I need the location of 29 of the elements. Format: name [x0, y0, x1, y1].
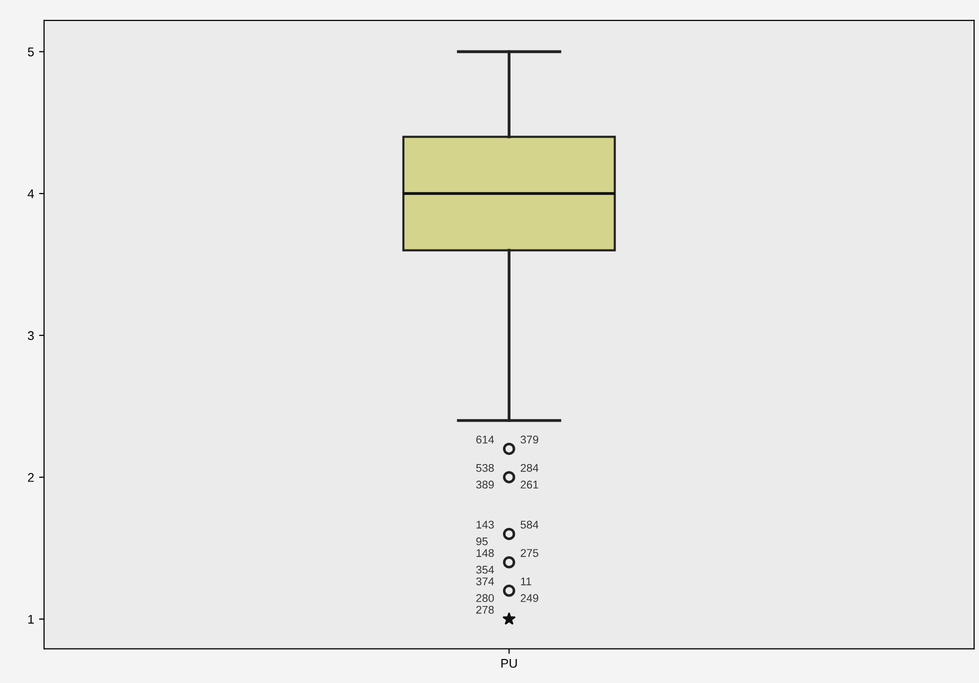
annotation: 379: [520, 436, 538, 444]
point: [502, 612, 516, 625]
y-tick-label: 2: [28, 473, 34, 482]
annotation: 389: [476, 480, 494, 489]
annotation: 275: [520, 549, 538, 557]
point: [502, 442, 516, 455]
annotation: 284: [520, 464, 538, 472]
annotation: 249: [520, 594, 538, 602]
annotation: 95: [476, 537, 488, 546]
y-tick-label: 5: [28, 48, 34, 56]
annotation: 261: [520, 480, 538, 489]
annotation: 584: [520, 520, 538, 529]
point: [502, 584, 516, 597]
x-tick-label: PU: [501, 659, 517, 668]
y-tick-label: 4: [28, 189, 34, 198]
annotation: 614: [476, 436, 494, 444]
point: [502, 471, 516, 484]
y-tick-label: 1: [28, 614, 34, 624]
annotation: 143: [476, 520, 494, 529]
annotation: 148: [476, 549, 494, 557]
annotation: 11: [521, 578, 532, 586]
y-tick-label: 3: [28, 331, 34, 340]
annotation: 280: [476, 594, 494, 602]
point: [502, 528, 516, 540]
annotation: 538: [476, 464, 494, 472]
annotation: 354: [476, 566, 494, 574]
annotation: 374: [476, 577, 494, 586]
annotation: 278: [476, 606, 494, 614]
point: [502, 556, 516, 568]
